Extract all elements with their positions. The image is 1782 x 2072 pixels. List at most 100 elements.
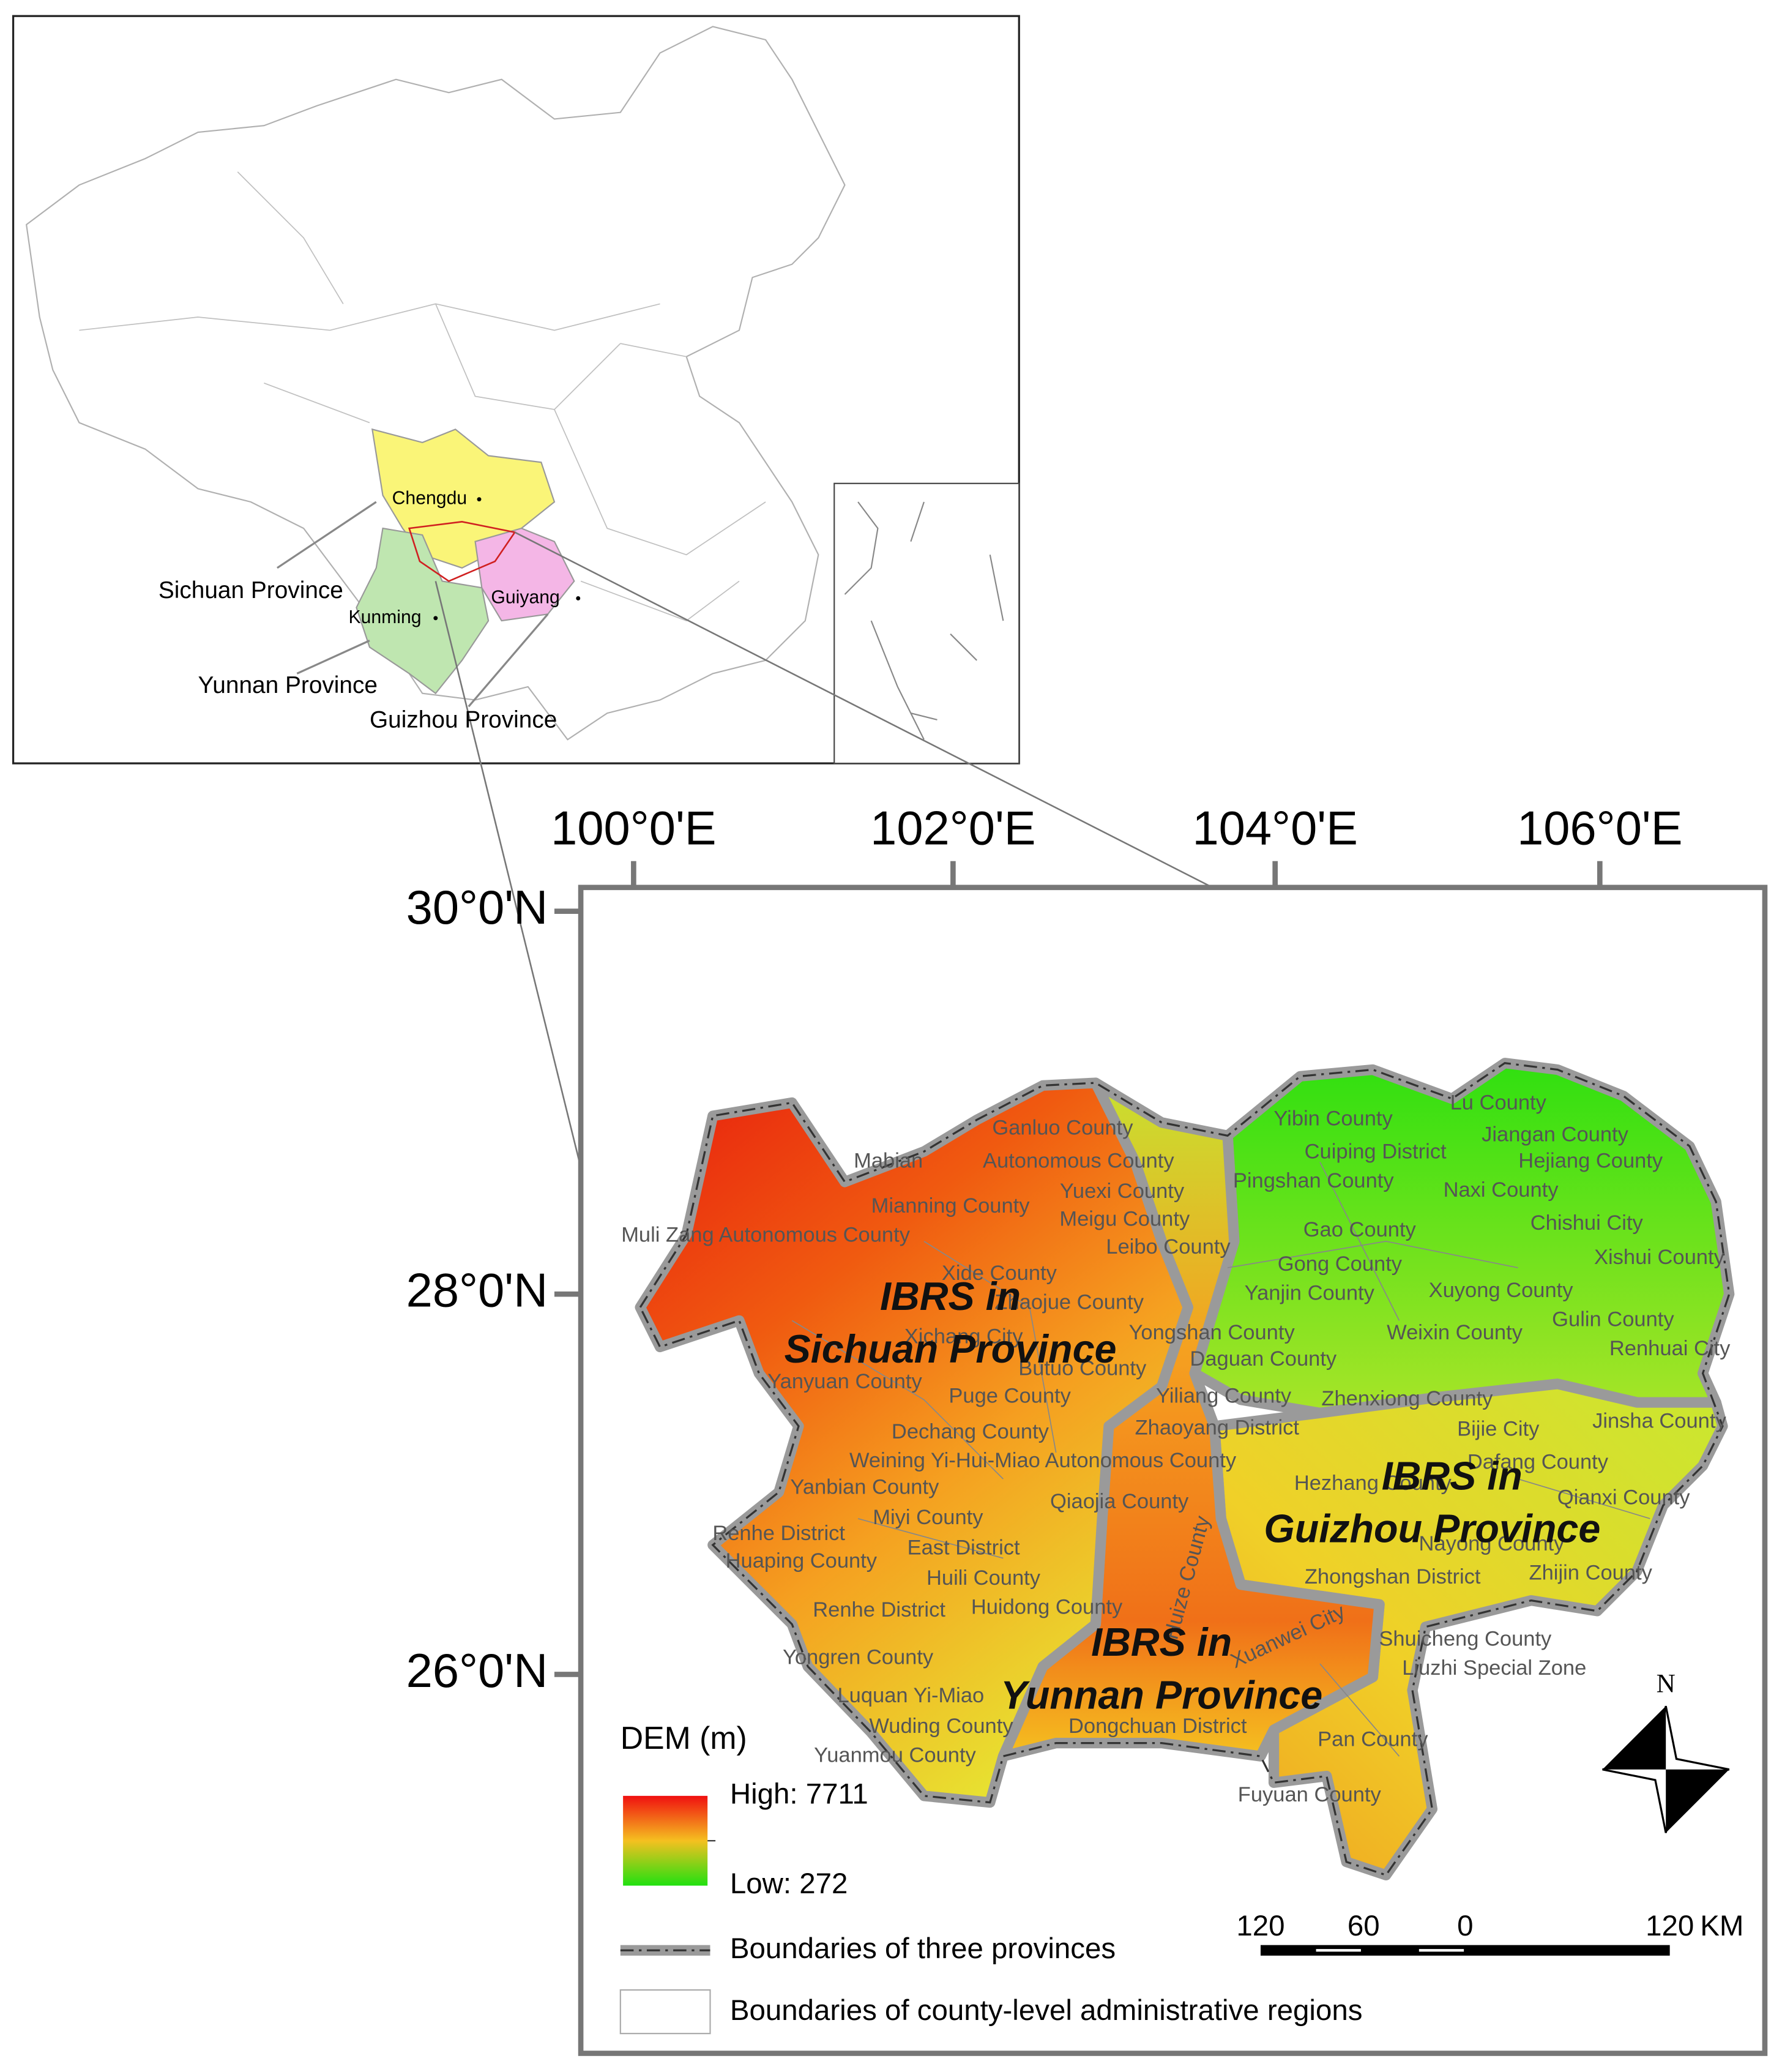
scale-label: 60 [1348,1910,1380,1942]
county-label: Yongren County [783,1646,934,1669]
legend-county-label: Boundaries of county-level administrativ… [730,1994,1363,2027]
north-arrow-shade [1602,1706,1729,1833]
city-dot [477,497,482,502]
county-label: Daguan County [1190,1347,1336,1371]
county-label: Hezhang County [1294,1472,1452,1495]
county-label: Weixin County [1387,1321,1523,1344]
county-label: Qianxi County [1557,1486,1690,1509]
county-label: Yibin County [1273,1107,1393,1131]
county-label: East District [908,1536,1020,1560]
scale-seg [1316,1949,1361,1952]
county-label: Xichang City [904,1325,1023,1348]
scale-seg [1419,1949,1464,1952]
county-label: Jinsha County [1592,1410,1726,1433]
county-label: Chishui City [1530,1211,1644,1235]
county-label: Renhe District [712,1522,845,1545]
county-label: Pan County [1318,1727,1428,1751]
longitude-label: 100°0'E [551,802,716,855]
guizhou-fill [474,527,575,622]
city-label: Kunming [348,607,421,627]
county-label: Cuiping District [1305,1140,1447,1164]
county-label: Mabian [854,1150,923,1173]
city-dot [576,596,581,600]
province-lines [79,171,766,622]
county-label: Dongchuan District [1068,1715,1247,1738]
county-label: Renhuai City [1609,1337,1731,1360]
province-label: Yunnan Province [198,672,378,698]
county-label: Yanjin County [1245,1281,1375,1304]
county-label: Zhaojue County [994,1290,1144,1314]
county-label: Yongshan County [1129,1321,1295,1344]
longitude-label: 104°0'E [1193,802,1358,855]
county-label: Zhenxiong County [1321,1387,1493,1410]
ibrs-outline [408,521,516,582]
county-label: Meigu County [1059,1208,1190,1231]
legend-county-symbol [619,1989,711,2035]
county-label: Dechang County [892,1420,1049,1443]
scale-bar [1260,1945,1670,1956]
longitude-label: 102°0'E [870,802,1035,855]
north-label: N [1657,1670,1676,1699]
county-label: Yanyuan County [767,1370,922,1393]
scale-label: 0 [1457,1910,1473,1942]
county-label: Qiaojia County [1050,1490,1189,1513]
county-label: Xishui County [1594,1246,1725,1269]
latitude-label: 26°0'N [406,1645,548,1697]
county-label: Muli Zang Autonomous County [621,1223,911,1246]
city-dot [433,616,438,621]
county-label: Gong County [1278,1252,1403,1276]
county-label: Yanbian County [790,1475,939,1498]
legend-province-label: Boundaries of three provinces [730,1932,1116,1965]
pointer [468,613,549,708]
county-label: Huili County [926,1566,1041,1590]
county-label: Puge County [949,1385,1071,1408]
county-label: Yuanmou County [814,1743,976,1767]
county-lines [791,1162,1650,1757]
county-label: Hejiang County [1518,1150,1663,1173]
legend-title: DEM (m) [621,1720,747,1756]
county-label: Mianning County [871,1194,1031,1217]
county-label: Wuding County [869,1715,1013,1738]
county-label: Shuicheng County [1379,1627,1552,1650]
county-label: Jiangan County [1482,1123,1628,1146]
region-label: IBRS in [1382,1453,1523,1498]
county-label: Butuo County [1018,1356,1147,1380]
county-label: Xide County [942,1262,1057,1285]
county-label: Pingshan County [1233,1169,1395,1192]
scale-label: 120 [1236,1910,1284,1942]
county-label: Bijie City [1457,1417,1540,1440]
county-label: Gao County [1303,1218,1417,1241]
county-label: Autonomous County [983,1150,1174,1173]
county-label: Fuyuan County [1238,1783,1382,1806]
county-label: Miyi County [873,1506,983,1529]
latitude-label: 30°0'N [406,881,548,934]
legend-low: Low: 272 [730,1868,848,1900]
county-label: Renhe District [813,1598,945,1621]
county-label: Lu County [1450,1091,1547,1115]
county-label: Leibo County [1106,1235,1231,1259]
county-label: Weining Yi-Hui-Miao Autonomous County [849,1449,1237,1472]
county-label: Ganluo County [992,1116,1133,1140]
pointer [277,501,377,569]
region-label: Sichuan Province [785,1326,1117,1371]
region-label: Yunnan Province [1001,1672,1322,1717]
pointer [296,639,370,675]
county-label: Nayong County [1419,1532,1565,1555]
china-outline [25,26,846,741]
county-label: Xuyong County [1429,1279,1574,1302]
city-label: Guiyang [491,587,559,607]
scale-label: 120 [1646,1910,1694,1942]
legend-ramp [623,1795,708,1886]
longitude-label: 106°0'E [1517,802,1682,855]
county-label: Dafang County [1467,1450,1609,1473]
county-label: Gulin County [1552,1307,1674,1331]
region-label: IBRS in [880,1274,1021,1318]
region-label: IBRS in [1091,1620,1232,1664]
region-label: Guizhou Province [1264,1506,1600,1551]
province-dash [639,1062,1731,1877]
province-label: Sichuan Province [158,577,343,604]
county-label: Zhijin County [1529,1561,1653,1585]
city-label: Chengdu [392,488,468,509]
